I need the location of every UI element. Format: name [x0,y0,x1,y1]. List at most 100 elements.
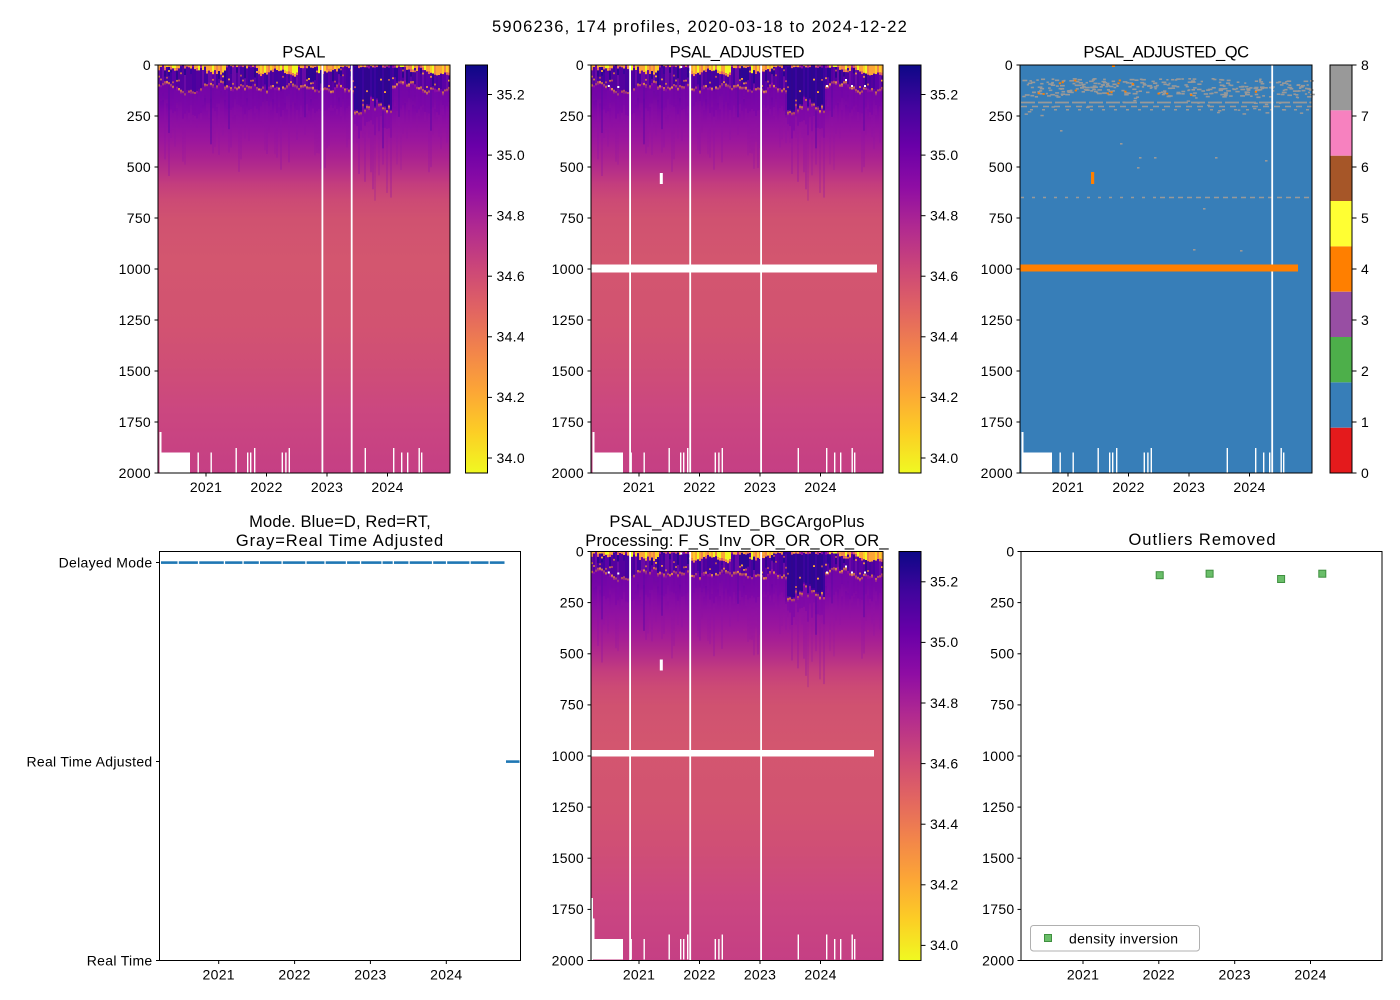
svg-text:500: 500 [989,159,1013,175]
svg-text:8: 8 [1361,57,1369,73]
svg-text:2022: 2022 [278,967,310,983]
svg-text:35.0: 35.0 [930,634,958,650]
svg-text:1500: 1500 [981,363,1013,379]
svg-text:34.6: 34.6 [930,268,958,284]
svg-text:750: 750 [989,210,1013,226]
svg-text:0: 0 [1005,57,1013,73]
svg-text:7: 7 [1361,108,1369,124]
svg-text:2023: 2023 [354,967,386,983]
svg-text:1250: 1250 [981,312,1013,328]
svg-text:2022: 2022 [1143,967,1175,983]
svg-text:34.4: 34.4 [497,329,525,345]
svg-text:2022: 2022 [250,479,282,495]
svg-text:2024: 2024 [804,967,836,983]
svg-text:35.0: 35.0 [930,147,958,163]
svg-text:2024: 2024 [1233,479,1265,495]
svg-text:1750: 1750 [552,414,584,430]
svg-text:3: 3 [1361,312,1369,328]
svg-text:0: 0 [1006,543,1014,559]
svg-text:2000: 2000 [119,465,151,481]
svg-text:2024: 2024 [430,967,462,983]
svg-text:2000: 2000 [552,465,584,481]
svg-text:PSAL: PSAL [282,44,325,62]
svg-text:250: 250 [989,108,1013,124]
svg-text:1250: 1250 [982,799,1014,815]
svg-text:5: 5 [1361,210,1369,226]
svg-text:5906236, 174 profiles, 2020-03: 5906236, 174 profiles, 2020-03-18 to 202… [492,18,908,36]
svg-text:34.8: 34.8 [497,208,525,224]
svg-text:34.2: 34.2 [930,877,958,893]
svg-text:2000: 2000 [982,952,1014,968]
svg-text:2024: 2024 [1294,967,1326,983]
svg-text:density inversion: density inversion [1069,930,1178,946]
svg-text:0: 0 [143,57,151,73]
svg-text:34.6: 34.6 [497,268,525,284]
svg-text:250: 250 [990,594,1014,610]
svg-text:1500: 1500 [982,850,1014,866]
svg-text:1500: 1500 [552,363,584,379]
svg-text:34.6: 34.6 [930,755,958,771]
svg-text:34.8: 34.8 [930,695,958,711]
svg-text:750: 750 [560,210,584,226]
svg-text:0: 0 [576,57,584,73]
svg-text:1: 1 [1361,414,1369,430]
svg-text:2000: 2000 [552,952,584,968]
svg-text:35.2: 35.2 [930,574,958,590]
svg-text:1000: 1000 [982,748,1014,764]
svg-text:2022: 2022 [683,479,715,495]
svg-text:250: 250 [560,108,584,124]
svg-text:Gray=Real Time Adjusted: Gray=Real Time Adjusted [236,532,444,550]
svg-text:750: 750 [990,697,1014,713]
svg-text:35.2: 35.2 [497,86,525,102]
svg-text:2021: 2021 [1067,967,1099,983]
svg-text:2023: 2023 [744,479,776,495]
svg-text:1750: 1750 [982,901,1014,917]
svg-text:2023: 2023 [744,967,776,983]
svg-text:250: 250 [560,594,584,610]
svg-text:PSAL_ADJUSTED_QC: PSAL_ADJUSTED_QC [1083,44,1249,62]
svg-text:0: 0 [1361,465,1369,481]
svg-text:4: 4 [1361,261,1369,277]
svg-text:2023: 2023 [1173,479,1205,495]
svg-text:2022: 2022 [1112,479,1144,495]
svg-text:1500: 1500 [119,363,151,379]
svg-text:500: 500 [127,159,151,175]
svg-text:500: 500 [990,646,1014,662]
svg-text:1000: 1000 [119,261,151,277]
svg-text:2021: 2021 [623,967,655,983]
svg-text:Real Time: Real Time [87,952,153,968]
svg-text:500: 500 [560,646,584,662]
svg-text:34.0: 34.0 [497,450,525,466]
svg-text:1250: 1250 [119,312,151,328]
svg-text:34.0: 34.0 [930,937,958,953]
svg-text:35.2: 35.2 [930,86,958,102]
svg-text:2: 2 [1361,363,1369,379]
svg-text:PSAL_ADJUSTED: PSAL_ADJUSTED [670,44,805,62]
svg-text:34.2: 34.2 [930,389,958,405]
svg-text:Real Time Adjusted: Real Time Adjusted [26,753,152,769]
svg-text:2021: 2021 [1052,479,1084,495]
svg-text:1500: 1500 [552,850,584,866]
svg-text:34.8: 34.8 [930,208,958,224]
svg-text:2022: 2022 [683,967,715,983]
svg-text:34.2: 34.2 [497,389,525,405]
svg-text:34.0: 34.0 [930,450,958,466]
svg-text:Outliers Removed: Outliers Removed [1128,531,1276,549]
svg-text:2024: 2024 [804,479,836,495]
svg-text:Mode. Blue=D, Red=RT,: Mode. Blue=D, Red=RT, [249,513,431,531]
svg-text:2023: 2023 [1219,967,1251,983]
svg-text:1250: 1250 [552,799,584,815]
svg-text:34.4: 34.4 [930,329,958,345]
svg-text:250: 250 [127,108,151,124]
svg-text:Processing: F_S_Inv_OR_OR_OR_O: Processing: F_S_Inv_OR_OR_OR_OR_ [585,532,889,550]
svg-text:1750: 1750 [981,414,1013,430]
svg-text:35.0: 35.0 [497,147,525,163]
svg-text:500: 500 [560,159,584,175]
svg-text:2000: 2000 [981,465,1013,481]
svg-text:750: 750 [127,210,151,226]
svg-text:Delayed Mode: Delayed Mode [59,554,153,570]
svg-text:1000: 1000 [552,748,584,764]
svg-text:2021: 2021 [203,967,235,983]
svg-text:6: 6 [1361,159,1369,175]
svg-text:1750: 1750 [119,414,151,430]
